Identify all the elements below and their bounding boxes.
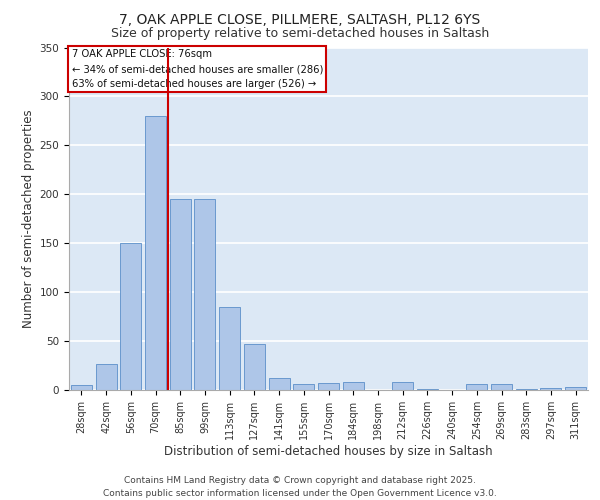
Bar bbox=[343, 382, 364, 390]
Bar bbox=[120, 243, 141, 390]
Bar bbox=[491, 384, 512, 390]
Bar bbox=[71, 385, 92, 390]
Y-axis label: Number of semi-detached properties: Number of semi-detached properties bbox=[22, 110, 35, 328]
Bar bbox=[145, 116, 166, 390]
Bar bbox=[219, 307, 240, 390]
Bar bbox=[244, 344, 265, 390]
Bar bbox=[170, 199, 191, 390]
Bar bbox=[392, 382, 413, 390]
Text: 7 OAK APPLE CLOSE: 76sqm
← 34% of semi-detached houses are smaller (286)
63% of : 7 OAK APPLE CLOSE: 76sqm ← 34% of semi-d… bbox=[71, 49, 323, 89]
Bar bbox=[541, 388, 562, 390]
Text: 7, OAK APPLE CLOSE, PILLMERE, SALTASH, PL12 6YS: 7, OAK APPLE CLOSE, PILLMERE, SALTASH, P… bbox=[119, 12, 481, 26]
X-axis label: Distribution of semi-detached houses by size in Saltash: Distribution of semi-detached houses by … bbox=[164, 444, 493, 458]
Bar bbox=[417, 389, 438, 390]
Bar bbox=[466, 384, 487, 390]
Bar bbox=[194, 199, 215, 390]
Bar bbox=[565, 387, 586, 390]
Bar bbox=[269, 378, 290, 390]
Bar bbox=[95, 364, 116, 390]
Text: Size of property relative to semi-detached houses in Saltash: Size of property relative to semi-detach… bbox=[111, 28, 489, 40]
Bar bbox=[293, 384, 314, 390]
Bar bbox=[318, 383, 339, 390]
Bar bbox=[516, 389, 537, 390]
Text: Contains HM Land Registry data © Crown copyright and database right 2025.
Contai: Contains HM Land Registry data © Crown c… bbox=[103, 476, 497, 498]
